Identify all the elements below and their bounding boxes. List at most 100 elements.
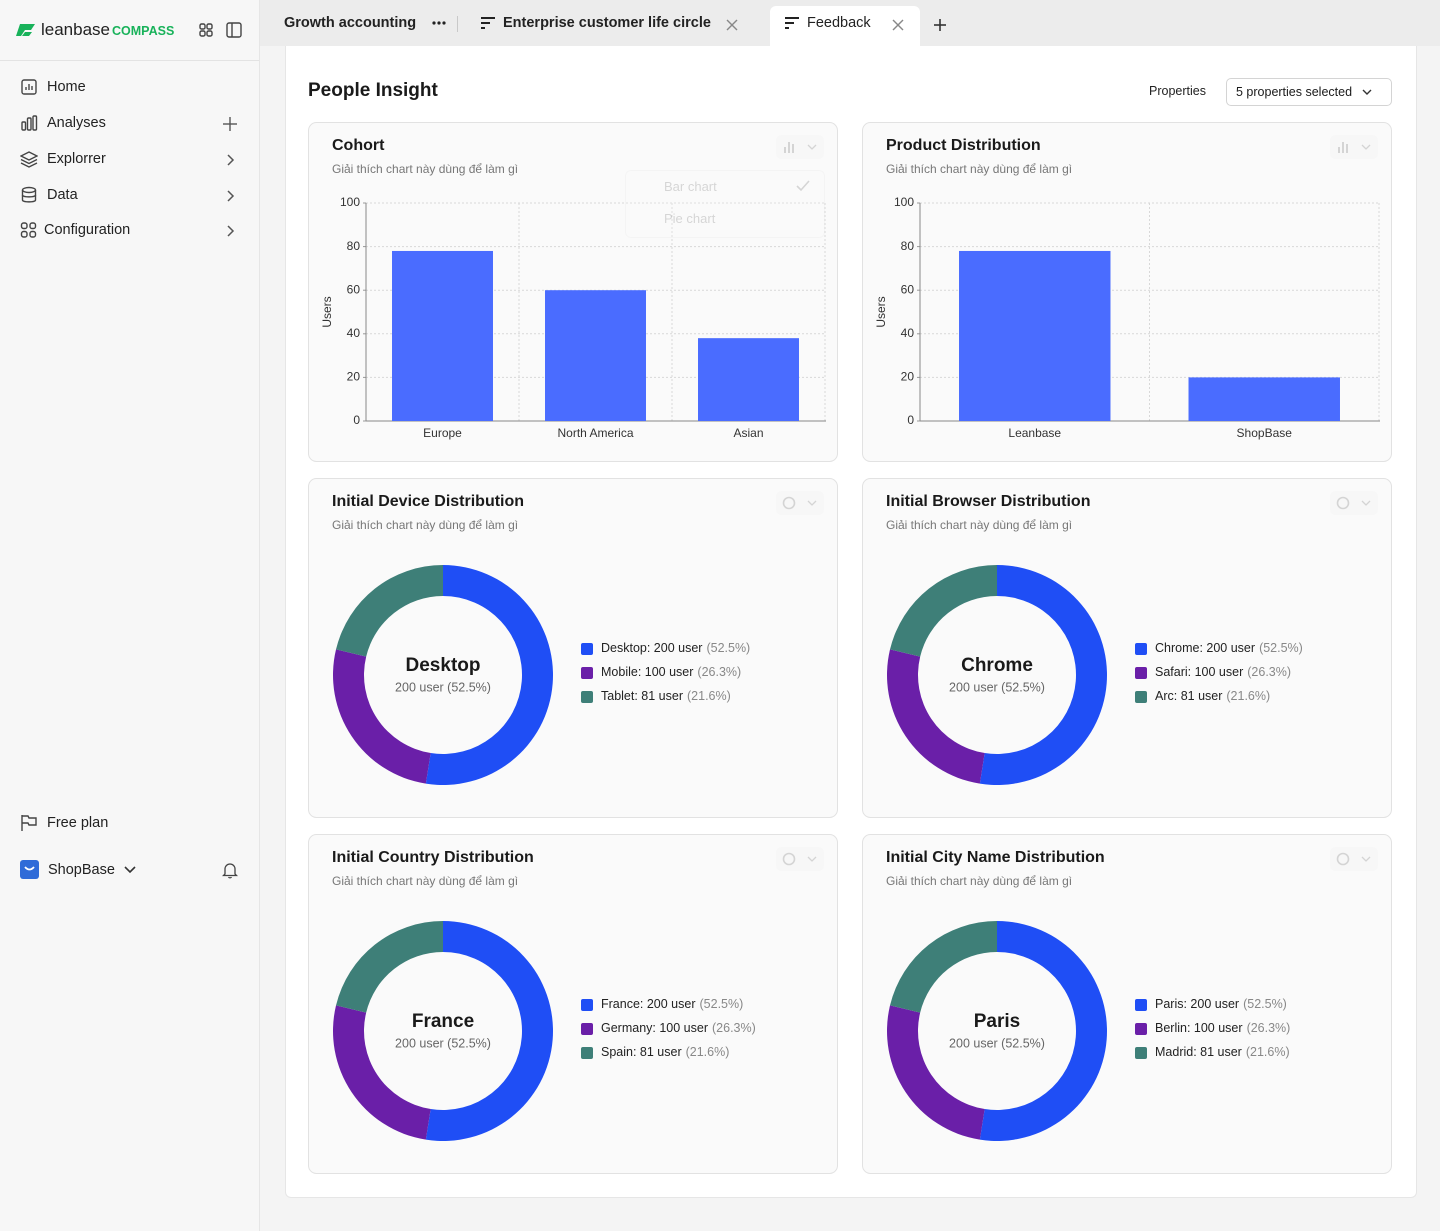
card-bg [308,834,838,1174]
plan[interactable]: Free plan [20,814,108,832]
donut-segment [979,565,1108,785]
y-tick-label: 20 [347,370,361,384]
button-bg [776,135,824,159]
card-bg [308,478,838,818]
bell-icon[interactable] [222,862,238,879]
legend-value: Paris: 200 user [1155,997,1239,1011]
icon [1336,496,1350,510]
add-tab-icon[interactable] [933,18,947,32]
y-tick-label: 60 [901,282,915,296]
icon [21,815,37,831]
chart-card: Cohort Giải thích chart này dùng để làm g… [308,122,838,462]
y-tick-label: 0 [907,413,914,427]
close-icon[interactable] [726,19,738,31]
apps-icon[interactable] [199,23,213,37]
page-title: People Insight [308,80,438,101]
tab-bar: Growth accounting Enterprise customer li… [260,0,1440,46]
tab[interactable]: Feedback [784,0,871,46]
icon [782,852,796,866]
donut-segment [425,565,554,785]
chart-type-button[interactable] [776,135,824,159]
nav-item[interactable]: Explorrer [20,150,106,168]
nav-item[interactable]: Data [20,186,78,204]
donut-segment [336,921,443,1013]
nav-label: Configuration [44,222,131,238]
chart-card: Initial Browser Distribution Giải thích c… [862,478,1392,818]
check-icon [796,180,810,192]
bar [698,338,799,421]
chart-subtitle: Giải thích chart này dùng để làm gì [886,518,1072,532]
y-axis-label: Users [320,296,334,327]
legend-label: Mobile: 100 user (26.3%) [601,665,741,679]
chart-type-button[interactable] [776,491,824,515]
x-tick-label: ShopBase [1237,426,1293,440]
legend-value: Desktop: 200 user [601,641,702,655]
donut-segment [425,921,554,1141]
chart-subtitle: Giải thích chart này dùng để làm gì [332,518,518,532]
chart-type-button[interactable] [1330,135,1378,159]
nav-item[interactable]: Analyses [20,114,106,132]
nav-item[interactable]: Configuration [20,221,130,239]
bar [545,290,646,421]
donut-segment [332,1005,431,1140]
button-bg [776,847,824,871]
separator [457,16,458,32]
legend-swatch [581,1023,593,1035]
chart-title: Initial City Name Distribution [886,849,1105,866]
donut-segment [890,921,997,1013]
more-icon[interactable] [432,19,446,27]
button-bg [776,491,824,515]
legend-percent: (52.5%) [1243,997,1287,1011]
chevron[interactable] [224,189,236,203]
icon [782,496,796,510]
workspace-label: ShopBase [48,861,115,878]
chart-card: Initial City Name Distribution Giải thích… [862,834,1392,1174]
chart-type-button[interactable] [1330,491,1378,515]
legend-label: Spain: 81 user (21.6%) [601,1045,729,1059]
add-icon[interactable] [222,116,238,132]
icon [20,151,38,168]
tab-label: Enterprise customer life circle [503,15,711,31]
legend-value: Arc: 81 user [1155,689,1222,703]
chart-subtitle: Giải thích chart này dùng để làm gì [886,162,1072,176]
legend-percent: (52.5%) [706,641,750,655]
y-tick-label: 40 [901,326,915,340]
tab-label: Feedback [807,15,871,31]
nav-label: Explorrer [47,151,106,167]
center-label: France [412,1011,474,1032]
bar [392,250,493,421]
chevron[interactable] [224,153,236,167]
properties-select[interactable]: 5 properties selected [1226,78,1392,106]
menu-item[interactable]: Bar chart [664,179,717,194]
legend-swatch [581,643,593,655]
chart-type-button[interactable] [776,847,824,871]
nav-item[interactable]: Home [20,78,86,96]
legend-label: Germany: 100 user (26.3%) [601,1021,756,1035]
collapse-icon[interactable] [226,22,242,38]
tab[interactable]: Enterprise customer life circle [480,0,711,46]
center-label: Chrome [961,655,1033,676]
chevron[interactable] [224,224,236,238]
legend-percent: (26.3%) [712,1021,756,1035]
chart-subtitle: Giải thích chart này dùng để làm gì [332,874,518,888]
chart-type-button[interactable] [1330,847,1378,871]
card-bg [862,478,1392,818]
legend-value: Germany: 100 user [601,1021,708,1035]
legend-swatch [581,691,593,703]
properties-value: 5 properties selected [1236,85,1353,99]
legend-value: Chrome: 200 user [1155,641,1255,655]
close-icon[interactable] [892,19,904,31]
donut-segment [332,649,431,784]
legend-value: Madrid: 81 user [1155,1045,1242,1059]
legend-percent: (21.6%) [1246,1045,1290,1059]
properties-label: Properties [1149,84,1206,98]
brand: leanbase [41,20,111,39]
tab[interactable]: Growth accounting [284,0,416,46]
workspace[interactable]: ShopBase [20,860,146,879]
legend-percent: (26.3%) [1247,665,1291,679]
logo[interactable]: leanbase COMPASS [16,20,174,40]
menu-item[interactable]: Pie chart [664,211,716,226]
legend-value: Spain: 81 user [601,1045,682,1059]
legend-swatch [1135,667,1147,679]
